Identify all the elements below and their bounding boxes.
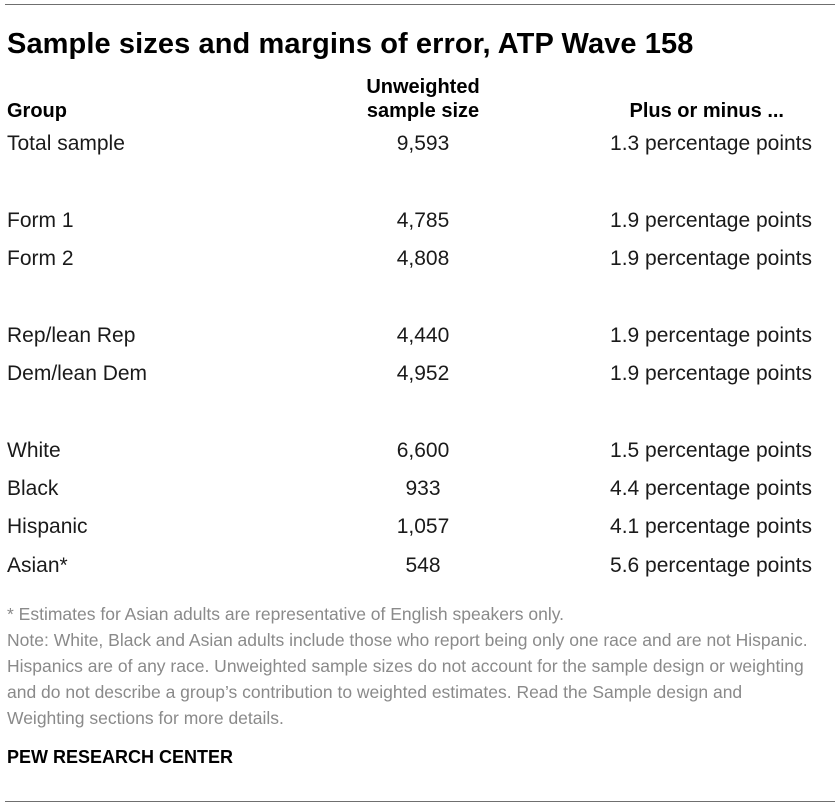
row-margin: 5.6 percentage points (610, 554, 812, 577)
column-header-sample-size: Unweighted sample size (343, 75, 503, 123)
row-margin: 1.9 percentage points (610, 324, 812, 347)
column-header-sample-size-line2: sample size (366, 100, 480, 122)
table-row: Form 1 4,785 1.9 percentage points (0, 206, 840, 236)
row-margin: 4.4 percentage points (610, 477, 812, 500)
row-margin: 1.9 percentage points (610, 247, 812, 270)
table-row: Dem/lean Dem 4,952 1.9 percentage points (0, 359, 840, 389)
source-credit: PEW RESEARCH CENTER (7, 747, 234, 767)
footnote: * Estimates for Asian adults are represe… (7, 604, 565, 624)
table-row: White 6,600 1.5 percentage points (0, 436, 840, 466)
row-sample-size: 4,785 (396, 209, 450, 232)
table-row: Asian* 548 5.6 percentage points (0, 551, 840, 581)
table-row: Total sample 9,593 1.3 percentage points (0, 129, 840, 159)
row-sample-size: 9,593 (396, 132, 450, 155)
row-margin: 1.3 percentage points (610, 132, 812, 155)
row-group: Hispanic (7, 515, 88, 538)
row-sample-size: 6,600 (396, 439, 450, 462)
row-sample-size: 4,952 (396, 362, 450, 385)
row-margin: 1.5 percentage points (610, 439, 812, 462)
row-margin: 1.9 percentage points (610, 362, 812, 385)
row-group: Dem/lean Dem (7, 362, 148, 385)
bottom-rule (5, 801, 835, 802)
table-row: Rep/lean Rep 4,440 1.9 percentage points (0, 321, 840, 351)
table-row: Form 2 4,808 1.9 percentage points (0, 244, 840, 274)
note-text: Note: White, Black and Asian adults incl… (7, 630, 808, 728)
row-margin: 1.9 percentage points (610, 209, 812, 232)
column-header-sample-size-line1: Unweighted (366, 76, 480, 98)
row-margin: 4.1 percentage points (610, 515, 812, 538)
notes: * Estimates for Asian adults are represe… (7, 601, 817, 731)
row-sample-size: 933 (405, 477, 441, 500)
row-group: Form 1 (7, 209, 74, 232)
row-sample-size: 1,057 (396, 515, 450, 538)
column-header-margin: Plus or minus ... (629, 100, 784, 122)
row-group: Total sample (7, 132, 125, 155)
row-group: Form 2 (7, 247, 74, 270)
row-sample-size: 4,440 (396, 324, 450, 347)
table-row: Hispanic 1,057 4.1 percentage points (0, 512, 840, 542)
page-title: Sample sizes and margins of error, ATP W… (7, 28, 694, 60)
row-sample-size: 4,808 (396, 247, 450, 270)
top-rule (5, 4, 835, 5)
table-row: Black 933 4.4 percentage points (0, 474, 840, 504)
row-group: Black (7, 477, 59, 500)
row-group: Asian* (7, 554, 68, 577)
row-group: White (7, 439, 61, 462)
column-header-group: Group (7, 100, 67, 122)
row-sample-size: 548 (405, 554, 441, 577)
row-group: Rep/lean Rep (7, 324, 136, 347)
